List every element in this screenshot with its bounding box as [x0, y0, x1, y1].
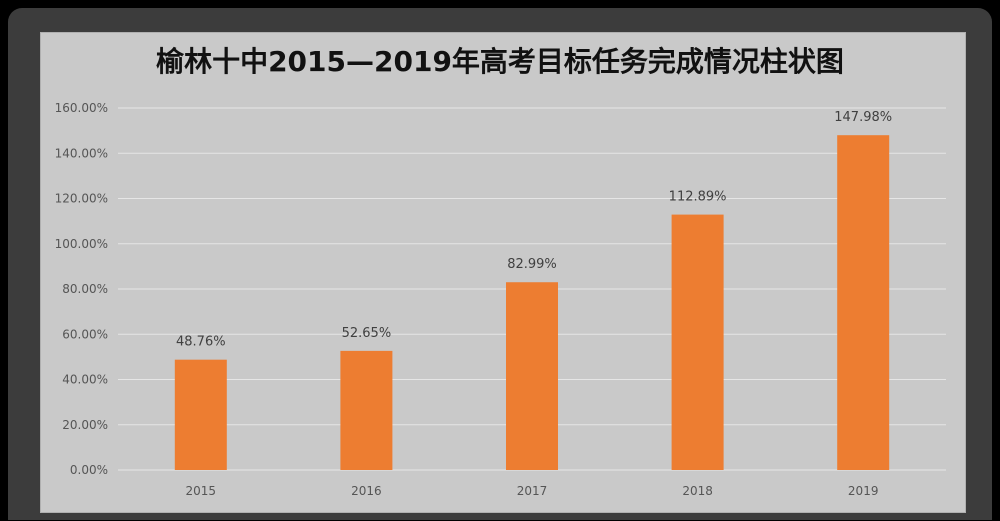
x-tick-label-2019: 2019 [848, 484, 879, 498]
y-tick-label: 80.00% [62, 282, 108, 296]
y-tick-label: 160.00% [55, 101, 108, 115]
x-tick-label-2015: 2015 [186, 484, 217, 498]
bar-2017 [506, 282, 558, 470]
data-label-2019: 147.98% [834, 110, 892, 125]
y-axis-tick-labels: 0.00% 20.00% 40.00% 60.00% 80.00% 100.00% 120.… [55, 101, 108, 477]
y-tick-label: 120.00% [55, 192, 108, 206]
x-tick-label-2018: 2018 [682, 484, 713, 498]
data-label-2018: 112.89% [669, 190, 727, 205]
x-axis-tick-labels: 2015 2016 2017 2018 2019 [186, 484, 879, 498]
bar-2016 [340, 350, 393, 470]
data-label-2015: 48.76% [176, 335, 226, 350]
chart-title: 榆林十中2015—2019年高考目标任务完成情况柱状图 [156, 45, 844, 78]
bar-2019 [837, 135, 890, 470]
data-labels: 48.76% 52.65% 82.99% 112.89% 147.98% [176, 110, 892, 349]
data-label-2017: 82.99% [507, 257, 557, 272]
x-tick-label-2016: 2016 [351, 484, 382, 498]
bars [174, 135, 890, 470]
x-tick-label-2017: 2017 [517, 484, 548, 498]
y-tick-label: 140.00% [55, 146, 108, 160]
y-tick-label: 40.00% [62, 373, 108, 387]
bar-2015 [174, 359, 227, 470]
data-label-2016: 52.65% [342, 326, 392, 341]
y-tick-label: 0.00% [70, 463, 108, 477]
y-tick-label: 100.00% [55, 237, 108, 251]
y-tick-label: 20.00% [62, 418, 108, 432]
bar-2018 [671, 214, 724, 470]
y-tick-label: 60.00% [62, 327, 108, 341]
